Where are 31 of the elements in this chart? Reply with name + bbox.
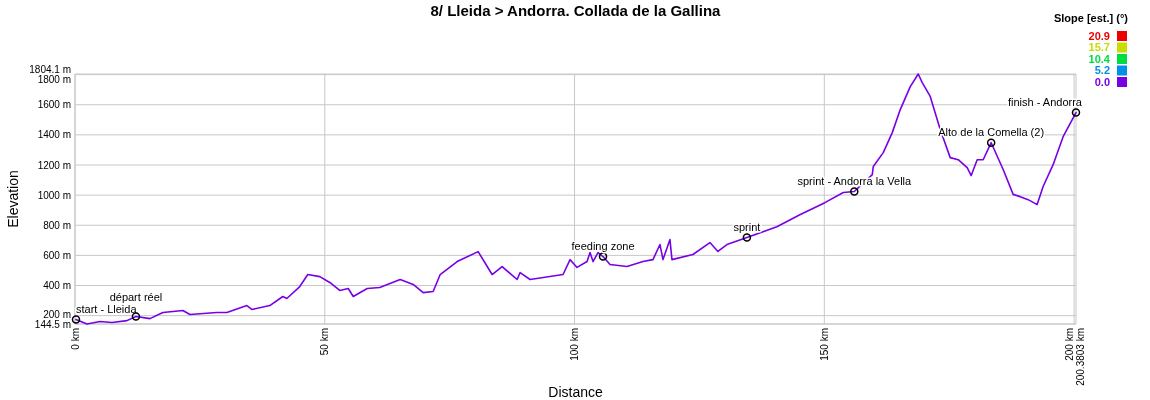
y-tick-label: 1804.1 m	[29, 63, 71, 75]
y-tick-label: 1400 m	[37, 129, 71, 141]
color-bar-label: 10.4	[1088, 52, 1111, 65]
color-bar-label: 15.7	[1088, 41, 1110, 54]
color-bar-label: 5.2	[1094, 64, 1110, 77]
y-tick-label: 1800 m	[37, 73, 71, 85]
y-tick-label: 1000 m	[37, 189, 71, 201]
x-tick-label: 100 km	[569, 328, 581, 361]
x-tick-label: 0 km	[69, 328, 81, 350]
annotation: start - Lleida	[76, 302, 138, 315]
color-bar-title: Slope [est.] (°)	[1053, 12, 1129, 24]
x-tick-label: 150 km	[818, 328, 830, 361]
y-tick-label: 400 m	[43, 280, 71, 292]
x-tick-label: 50 km	[319, 328, 331, 356]
x-tick-label: 200 km	[1064, 328, 1076, 361]
y-tick-label: 200 m	[43, 309, 71, 321]
color-bar-label: 20.9	[1088, 29, 1110, 42]
x-axis-title: Distance	[548, 384, 603, 400]
annotation: finish - Andorra	[1008, 95, 1083, 108]
annotation: départ réel	[109, 290, 163, 303]
x-tick-label: 200.3803 km	[1075, 328, 1087, 386]
y-tick-label: 800 m	[43, 219, 71, 231]
y-tick-label: 144.5 m	[34, 319, 71, 331]
color-bar-label: 0.0	[1094, 75, 1110, 88]
y-axis-title: Elevation	[5, 170, 21, 228]
y-tick-label: 1600 m	[37, 99, 71, 111]
annotation: sprint	[733, 220, 761, 233]
y-tick-label: 600 m	[43, 249, 71, 261]
chart-title: 8/ Lleida > Andorra. Collada de la Gallina	[430, 2, 722, 19]
y-tick-label: 1200 m	[37, 159, 71, 171]
annotation: feeding zone	[571, 239, 635, 252]
